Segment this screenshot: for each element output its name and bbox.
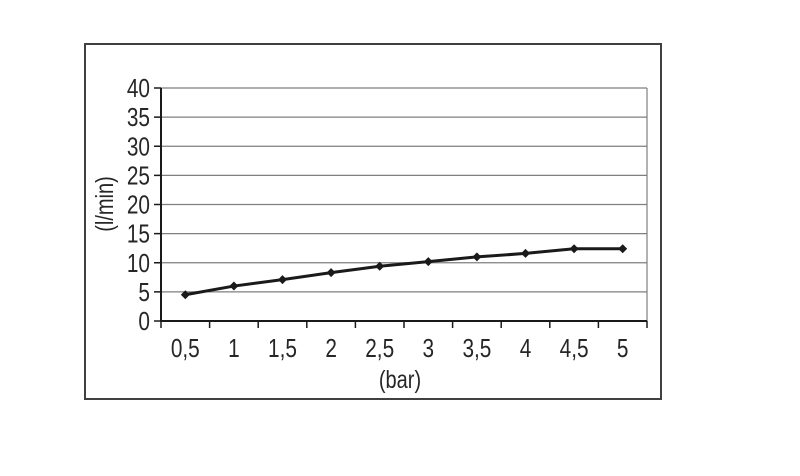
y-tick-label: 35 — [127, 103, 150, 132]
data-point-marker — [423, 257, 433, 267]
data-point-marker — [375, 261, 385, 271]
y-tick-label: 40 — [127, 74, 150, 103]
chart-border — [84, 43, 662, 400]
data-point-marker — [278, 275, 287, 285]
chart-container: 0 5 10 15 20 25 30 35 40 0,5 1 1,5 2 2,5 3 3,5 4 4,5 5 (l/… — [84, 43, 662, 400]
x-tick-label: 3,5 — [462, 334, 491, 363]
data-point-marker — [569, 244, 579, 254]
x-tick-label: 5 — [617, 334, 629, 363]
y-tick-label: 5 — [138, 278, 150, 307]
data-point-marker — [180, 290, 190, 300]
y-tick-label: 15 — [127, 219, 150, 248]
x-tick-label: 2 — [325, 334, 337, 363]
x-tick-label: 3 — [423, 334, 435, 363]
data-point-marker — [521, 248, 530, 258]
data-point-marker — [229, 281, 239, 291]
x-tick-label: 0,5 — [171, 334, 200, 363]
x-tick-label: 1 — [228, 334, 240, 363]
y-tick-label: 10 — [127, 249, 150, 278]
data-point-marker — [618, 244, 628, 254]
data-point-marker — [472, 252, 482, 262]
y-tick-label: 0 — [138, 307, 150, 336]
x-tick-label: 1,5 — [268, 334, 297, 363]
x-tick-label: 4 — [520, 334, 532, 363]
y-tick-label: 25 — [127, 161, 150, 190]
series-line — [183, 247, 625, 297]
x-tick-label: 4,5 — [560, 334, 589, 363]
data-point-marker — [326, 268, 336, 278]
x-tick-label: 2,5 — [365, 334, 394, 363]
y-tick-label: 20 — [127, 190, 150, 219]
y-tick-label: 30 — [127, 132, 150, 161]
